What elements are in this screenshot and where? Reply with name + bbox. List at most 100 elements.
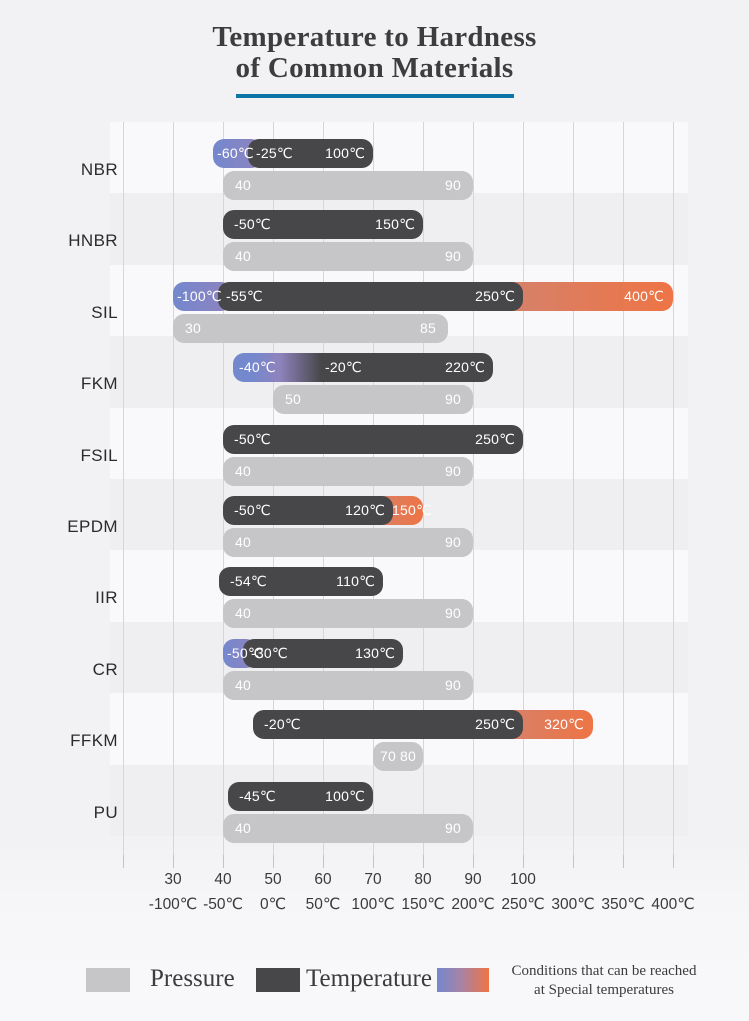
pressure-bar bbox=[223, 813, 473, 843]
pressure-to-label: 90 bbox=[445, 534, 461, 550]
temp-normal-to-label: 220℃ bbox=[445, 359, 485, 376]
pressure-from-label: 40 bbox=[235, 248, 251, 265]
pressure-bar bbox=[223, 456, 473, 486]
temperature-axis-label: 300℃ bbox=[551, 896, 595, 913]
temp-bar-normal bbox=[223, 210, 423, 240]
temp-normal-from-label: -50℃ bbox=[234, 502, 271, 518]
pressure-bar bbox=[173, 313, 448, 343]
gridline bbox=[273, 122, 274, 855]
axis-tick bbox=[523, 855, 524, 868]
temp-normal-from-label: -20℃ bbox=[325, 359, 362, 376]
pressure-to-label: 90 bbox=[445, 391, 461, 408]
temp-bar-normal bbox=[223, 496, 393, 525]
temp-high-label: 320℃ bbox=[544, 716, 584, 733]
temperature-axis-label: 150℃ bbox=[401, 896, 445, 913]
temp-bar-blended bbox=[233, 353, 493, 383]
hardness-axis-label: 40 bbox=[214, 871, 232, 888]
temp-normal-to-label: 110℃ bbox=[336, 573, 375, 590]
pressure-bar bbox=[223, 528, 473, 557]
temp-normal-to-label: 100℃ bbox=[325, 787, 365, 804]
temp-low-label: -50℃ bbox=[227, 644, 264, 661]
temp-bar-normal bbox=[248, 139, 373, 168]
material-label-epdm: EPDM bbox=[67, 517, 118, 536]
temp-normal-to-label: 120℃ bbox=[345, 502, 385, 518]
temp-bar-normal bbox=[243, 638, 403, 668]
material-label-nbr: NBR bbox=[80, 160, 118, 179]
temp-normal-from-label: -54℃ bbox=[230, 573, 267, 590]
temperature-axis-label: 50℃ bbox=[305, 896, 341, 913]
gridline bbox=[423, 122, 424, 855]
axis-tick bbox=[473, 855, 474, 868]
material-label-pu: PU bbox=[93, 802, 118, 822]
temp-normal-from-label: -55℃ bbox=[226, 287, 263, 304]
pressure-to-label: 90 bbox=[445, 462, 461, 479]
temp-bar-normal bbox=[253, 710, 523, 740]
temperature-axis-label: 0℃ bbox=[259, 896, 287, 913]
axis-tick bbox=[173, 855, 174, 868]
hardness-axis-label: 60 bbox=[314, 871, 332, 888]
gridline bbox=[573, 122, 574, 855]
title-line-1: Temperature to Hardness bbox=[212, 21, 537, 53]
temp-bar-normal bbox=[219, 567, 383, 597]
temp-normal-to-label: 250℃ bbox=[475, 716, 515, 733]
temp-normal-to-label: 250℃ bbox=[475, 287, 515, 304]
gridline bbox=[673, 122, 674, 855]
gridline bbox=[323, 122, 324, 855]
pressure-from-label: 40 bbox=[235, 676, 251, 693]
temp-low-label: -100℃ bbox=[177, 287, 222, 304]
material-label-sil: SIL bbox=[91, 302, 118, 322]
temp-normal-from-label: -20℃ bbox=[264, 716, 301, 733]
hardness-axis-label: 90 bbox=[464, 871, 482, 888]
temp-normal-from-label: -50℃ bbox=[234, 216, 271, 233]
material-label-fsil: FSIL bbox=[80, 445, 118, 465]
gridline bbox=[223, 122, 224, 855]
pressure-from-label: 40 bbox=[235, 605, 251, 622]
axis-tick bbox=[623, 855, 624, 868]
pressure-to-label: 90 bbox=[445, 177, 461, 193]
temp-normal-to-label: 130℃ bbox=[355, 644, 395, 661]
material-label-iir: IIR bbox=[95, 588, 118, 608]
temp-high-label: 150℃ bbox=[392, 502, 432, 518]
temp-normal-to-label: 250℃ bbox=[475, 430, 515, 447]
temperature-axis-label: -50℃ bbox=[203, 896, 243, 913]
pressure-to-label: 80 bbox=[400, 748, 416, 765]
gridline bbox=[623, 122, 624, 855]
pressure-from-label: 50 bbox=[285, 391, 301, 408]
pressure-bar bbox=[223, 599, 473, 629]
temp-normal-to-label: 100℃ bbox=[325, 145, 365, 161]
pressure-to-label: 90 bbox=[445, 676, 461, 693]
pressure-from-label: 40 bbox=[235, 462, 251, 479]
temperature-axis-label: 350℃ bbox=[601, 896, 645, 913]
axis-tick bbox=[423, 855, 424, 868]
axis-tick bbox=[123, 855, 124, 868]
temp-low-label: -40℃ bbox=[239, 359, 276, 376]
temperature-axis-label: 400℃ bbox=[651, 896, 695, 913]
temp-normal-from-label: -30℃ bbox=[251, 644, 288, 661]
gridline bbox=[523, 122, 524, 855]
pressure-from-label: 40 bbox=[235, 534, 251, 550]
hardness-axis-label: 100 bbox=[510, 871, 536, 888]
hardness-axis-label: 80 bbox=[414, 871, 432, 888]
pressure-bar bbox=[223, 171, 473, 200]
material-label-cr: CR bbox=[92, 659, 118, 679]
pressure-bar bbox=[223, 670, 473, 700]
axis-tick bbox=[323, 855, 324, 868]
gridline bbox=[473, 122, 474, 855]
pressure-from-label: 40 bbox=[235, 819, 251, 836]
pressure-to-label: 90 bbox=[445, 819, 461, 836]
pressure-to-label: 90 bbox=[445, 605, 461, 622]
temp-normal-from-label: -25℃ bbox=[256, 145, 293, 161]
hardness-axis-label: 30 bbox=[164, 871, 182, 888]
axis-tick bbox=[673, 855, 674, 868]
material-label-fkm: FKM bbox=[80, 374, 118, 394]
pressure-to-label: 85 bbox=[420, 319, 436, 336]
axis-tick bbox=[373, 855, 374, 868]
temperature-axis-label: 250℃ bbox=[501, 896, 545, 913]
material-label-ffkm: FFKM bbox=[70, 731, 118, 751]
title-line-2: of Common Materials bbox=[235, 52, 514, 84]
gridline bbox=[373, 122, 374, 855]
pressure-bar bbox=[373, 742, 423, 772]
material-label-hnbr: HNBR bbox=[68, 231, 118, 251]
